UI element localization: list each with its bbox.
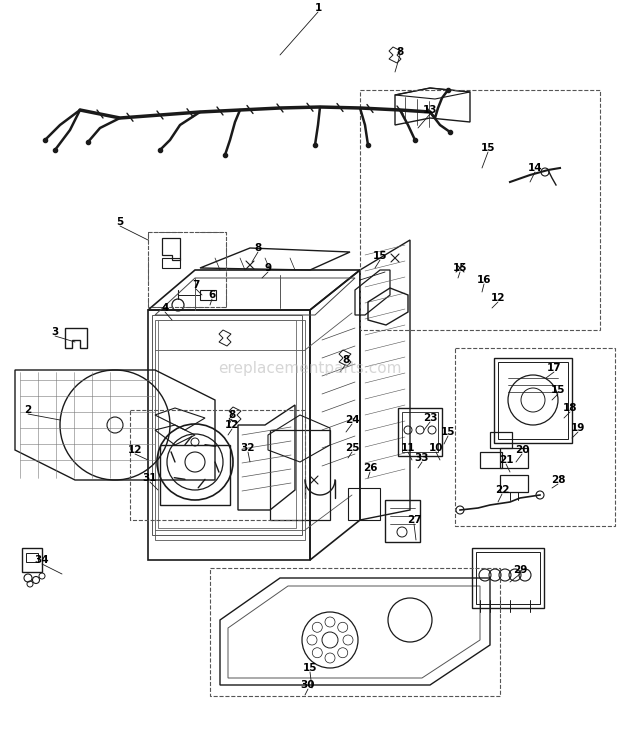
Text: 10: 10 [429,443,443,453]
Text: 30: 30 [301,680,315,690]
Text: 8: 8 [342,355,350,365]
Text: 4: 4 [161,303,169,313]
Text: 12: 12 [491,293,505,303]
Text: 2: 2 [24,405,32,415]
Text: 15: 15 [551,385,565,395]
Text: 20: 20 [515,445,529,455]
Text: 25: 25 [345,443,359,453]
Bar [472,548,544,608]
Bar [480,452,502,468]
Bar [498,362,568,439]
Text: 8: 8 [254,243,262,253]
Bar [148,232,226,307]
Bar [152,315,302,535]
Text: 1: 1 [314,3,322,13]
Bar [398,408,442,456]
Text: 22: 22 [495,485,509,495]
Text: 28: 28 [551,475,565,485]
Text: 8: 8 [396,47,404,57]
Text: 3: 3 [51,327,59,337]
Text: 13: 13 [423,105,437,115]
Text: 31: 31 [143,473,157,483]
Text: 8: 8 [228,410,236,420]
Text: 15: 15 [373,251,388,261]
Text: ereplacementparts.com: ereplacementparts.com [218,361,402,375]
Text: 16: 16 [477,275,491,285]
Text: 34: 34 [35,555,50,565]
Text: 26: 26 [363,463,377,473]
Text: 15: 15 [441,427,455,437]
Bar [162,258,180,268]
Bar [476,552,540,604]
Bar [200,290,216,300]
Bar [490,432,512,448]
Text: 19: 19 [571,423,585,433]
Text: 14: 14 [528,163,542,173]
Text: 5: 5 [117,217,123,227]
Bar [455,348,615,526]
Text: 24: 24 [345,415,360,425]
Bar [494,358,572,443]
Text: 15: 15 [453,263,467,273]
Text: 11: 11 [401,443,415,453]
Bar [402,412,438,452]
Text: 21: 21 [498,455,513,465]
Text: 27: 27 [407,515,422,525]
Text: 23: 23 [423,413,437,423]
Text: 32: 32 [241,443,255,453]
Text: 33: 33 [415,453,429,463]
Text: 17: 17 [547,363,561,373]
Bar [160,445,230,505]
Text: 15: 15 [303,663,317,673]
Bar [500,448,528,468]
Text: 12: 12 [224,420,239,430]
Text: 12: 12 [128,445,142,455]
Text: 18: 18 [563,403,577,413]
Bar [385,500,420,542]
Bar [148,232,226,307]
Text: 9: 9 [265,263,272,273]
Bar [130,410,305,520]
Bar [158,320,296,528]
Text: 6: 6 [208,290,216,300]
Text: 29: 29 [513,565,527,575]
Bar [360,90,600,330]
Text: 15: 15 [480,143,495,153]
Text: 7: 7 [192,280,200,290]
Bar [210,568,500,696]
